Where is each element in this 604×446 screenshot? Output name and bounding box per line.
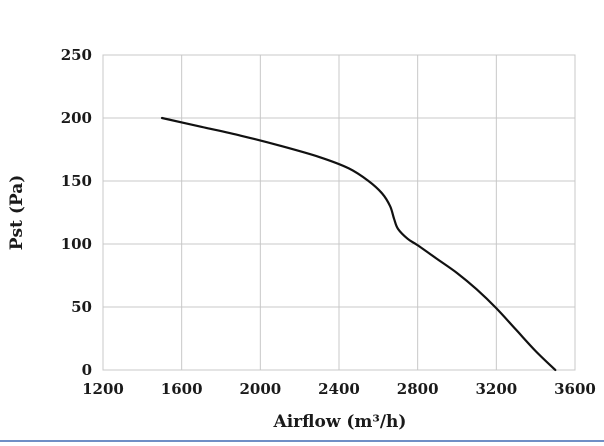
y-tick-label: 200	[61, 109, 92, 127]
grid	[102, 54, 576, 371]
x-tick-labels: 1200 1600 2000 2400 2800 3200 3600	[82, 380, 596, 398]
x-tick-label: 3600	[554, 380, 596, 398]
y-tick-label: 50	[71, 298, 92, 316]
x-axis-title: Airflow (m³/h)	[273, 412, 407, 432]
x-tick-label: 1600	[161, 380, 203, 398]
y-tick-label: 150	[61, 172, 92, 190]
plot-frame	[102, 54, 576, 371]
y-tick-label: 100	[61, 235, 92, 253]
y-axis-title: Pst (Pa)	[7, 175, 27, 251]
series-layer	[160, 116, 557, 372]
pressure-curve-line	[160, 116, 557, 372]
y-tick-label: 250	[61, 46, 92, 64]
x-tick-label: 2800	[397, 380, 439, 398]
x-tick-label: 1200	[82, 380, 124, 398]
x-tick-label: 2400	[318, 380, 360, 398]
bottom-divider	[0, 440, 604, 442]
x-tick-label: 2000	[239, 380, 281, 398]
y-tick-label: 0	[82, 361, 92, 379]
x-tick-label: 3200	[475, 380, 517, 398]
y-tick-labels: 0 50 100 150 200 250	[61, 46, 92, 379]
